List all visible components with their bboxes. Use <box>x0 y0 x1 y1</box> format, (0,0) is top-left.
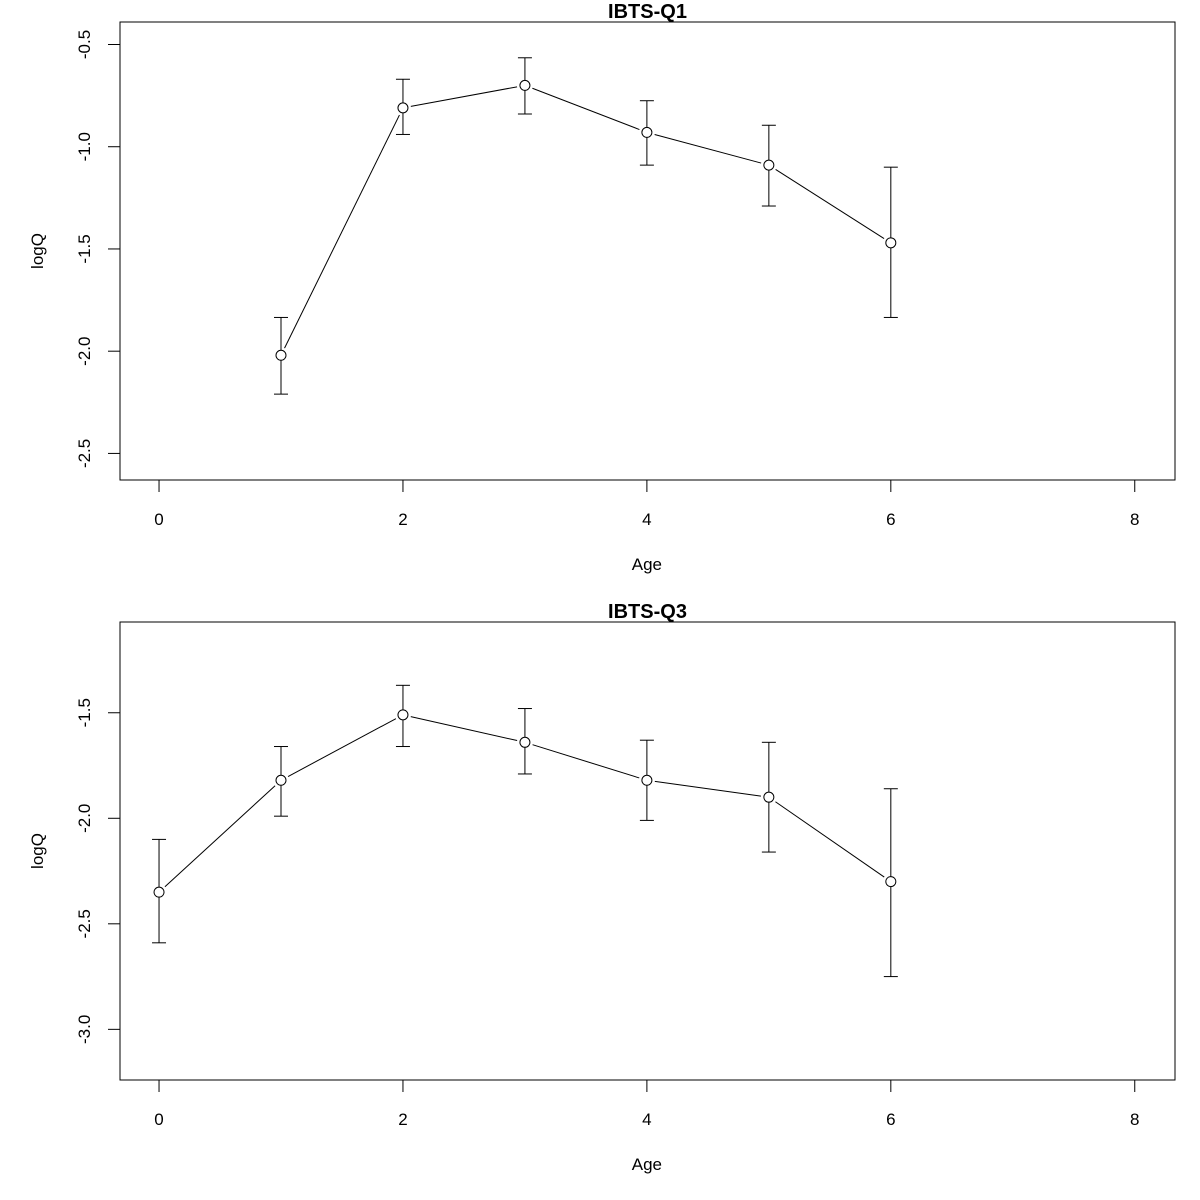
x-tick-label: 2 <box>398 1110 407 1129</box>
x-tick-label: 6 <box>886 1110 895 1129</box>
chart-title: IBTS-Q3 <box>608 601 687 623</box>
y-tick-label: -0.5 <box>75 30 94 59</box>
x-tick-label: 0 <box>154 510 163 529</box>
data-point <box>519 79 531 91</box>
y-tick-label: -3.0 <box>75 1015 94 1044</box>
data-point <box>641 126 653 138</box>
data-point <box>885 876 897 888</box>
series-line-segment <box>775 169 885 239</box>
y-axis-label: logQ <box>28 233 47 269</box>
series-line-segment <box>654 780 761 797</box>
data-point <box>275 349 287 361</box>
data-point <box>763 159 775 171</box>
x-tick-label: 8 <box>1130 1110 1139 1129</box>
data-point <box>519 736 531 748</box>
x-tick-label: 0 <box>154 1110 163 1129</box>
plot-frame <box>119 621 1176 1081</box>
x-tick-label: 4 <box>642 510 651 529</box>
data-point <box>641 774 653 786</box>
chart-title: IBTS-Q1 <box>608 1 687 23</box>
series-line-segment <box>287 718 397 777</box>
data-point <box>397 102 409 114</box>
plot-frame <box>119 21 1176 481</box>
series-line-segment <box>164 785 276 888</box>
y-tick-label: -1.5 <box>75 698 94 727</box>
data-point <box>153 886 165 898</box>
series-line-segment <box>410 86 518 107</box>
series-line-segment <box>284 114 400 349</box>
y-tick-label: -1.5 <box>75 234 94 263</box>
y-tick-label: -1.0 <box>75 132 94 161</box>
series-line-segment <box>532 744 640 779</box>
x-tick-label: 6 <box>886 510 895 529</box>
x-tick-label: 8 <box>1130 510 1139 529</box>
data-point <box>275 774 287 786</box>
x-axis-label: Age <box>632 1155 662 1174</box>
x-tick-label: 2 <box>398 510 407 529</box>
series-line-segment <box>654 134 762 164</box>
y-axis-label: logQ <box>28 833 47 869</box>
series-line-segment <box>532 87 640 130</box>
y-tick-label: -2.5 <box>75 909 94 938</box>
panel-1: IBTS-Q1 0 2 4 6 8 Age -0.5 -1.0 -1.5 -2.0 -2.5 logQ <box>28 1 1176 574</box>
series-line-segment <box>775 801 885 878</box>
data-point <box>885 237 897 249</box>
data-point <box>397 709 409 721</box>
panel-2: IBTS-Q3 0 2 4 6 8 Age -1.5 -2.0 -2.5 -3.0 logQ <box>28 601 1176 1174</box>
y-tick-label: -2.0 <box>75 337 94 366</box>
y-tick-label: -2.5 <box>75 439 94 468</box>
y-tick-label: -2.0 <box>75 804 94 833</box>
series-line-segment <box>410 716 518 742</box>
data-point <box>763 791 775 803</box>
x-axis-label: Age <box>632 555 662 574</box>
x-tick-label: 4 <box>642 1110 651 1129</box>
